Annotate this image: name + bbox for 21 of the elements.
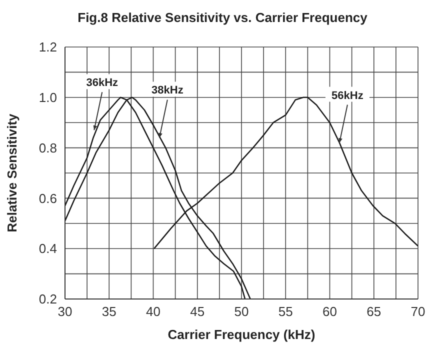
x-tick-label: 60 xyxy=(322,304,337,320)
x-tick-label: 45 xyxy=(190,304,205,320)
annotation: 38kHz xyxy=(152,84,184,97)
x-tick-label: 40 xyxy=(146,304,160,320)
x-axis-title: Carrier Frequency (kHz) xyxy=(168,327,316,342)
y-tick-label: 0.4 xyxy=(38,241,57,256)
x-tick-label: 65 xyxy=(366,304,382,320)
y-tick-label: 1.2 xyxy=(38,40,57,55)
annotation: 56kHz xyxy=(332,90,364,102)
x-tick-label: 55 xyxy=(278,304,293,320)
annotation: 36kHz xyxy=(86,77,119,90)
x-tick-label: 50 xyxy=(234,304,249,320)
chart-title: Fig.8 Relative Sensitivity vs. Carrier Frequency xyxy=(76,10,368,25)
y-tick-label: 1.0 xyxy=(38,90,57,106)
y-tick-label: 0.2 xyxy=(38,292,57,307)
y-axis-title: Relative Sensitivity xyxy=(4,112,20,232)
x-tick-label: 35 xyxy=(102,304,116,320)
y-tick-label: 0.6 xyxy=(38,190,57,206)
y-tick-label: 0.8 xyxy=(38,140,57,156)
x-tick-label: 30 xyxy=(58,304,72,320)
x-tick-label: 70 xyxy=(410,304,426,320)
